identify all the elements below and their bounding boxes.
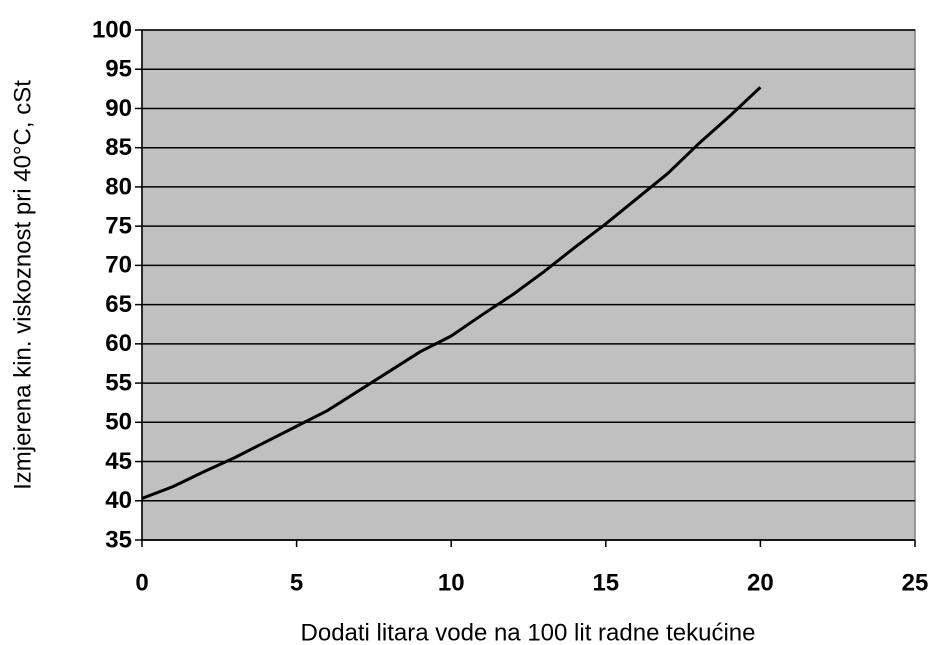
- y-tick-label: 100: [92, 16, 132, 43]
- y-tick-label: 55: [105, 369, 132, 396]
- y-axis-label: Izmjerena kin. viskoznost pri 40°C, cSt: [9, 80, 36, 490]
- x-tick-label: 5: [290, 569, 303, 596]
- x-tick-label: 10: [438, 569, 465, 596]
- x-tick-label: 25: [902, 569, 929, 596]
- data-line: [141, 86, 762, 500]
- y-tick-label: 45: [105, 448, 132, 475]
- x-tick-label: 15: [592, 569, 619, 596]
- y-tick-label: 65: [105, 291, 132, 318]
- y-tick-label: 80: [105, 173, 132, 200]
- x-tick-label: 0: [135, 569, 148, 596]
- y-tick-label: 95: [105, 56, 132, 83]
- y-tick-label: 75: [105, 212, 132, 239]
- y-tick-label: 60: [105, 330, 132, 357]
- plot-area: [141, 29, 916, 541]
- y-tick-label: 40: [105, 487, 132, 514]
- y-tick-label: 50: [105, 409, 132, 436]
- x-axis-label: Dodati litara vode na 100 lit radne teku…: [301, 619, 756, 645]
- y-tick-label: 90: [105, 95, 132, 122]
- x-tick-label: 20: [747, 569, 774, 596]
- y-tick-label: 85: [105, 134, 132, 161]
- y-tick-label: 35: [105, 526, 132, 553]
- y-tick-label: 70: [105, 252, 132, 279]
